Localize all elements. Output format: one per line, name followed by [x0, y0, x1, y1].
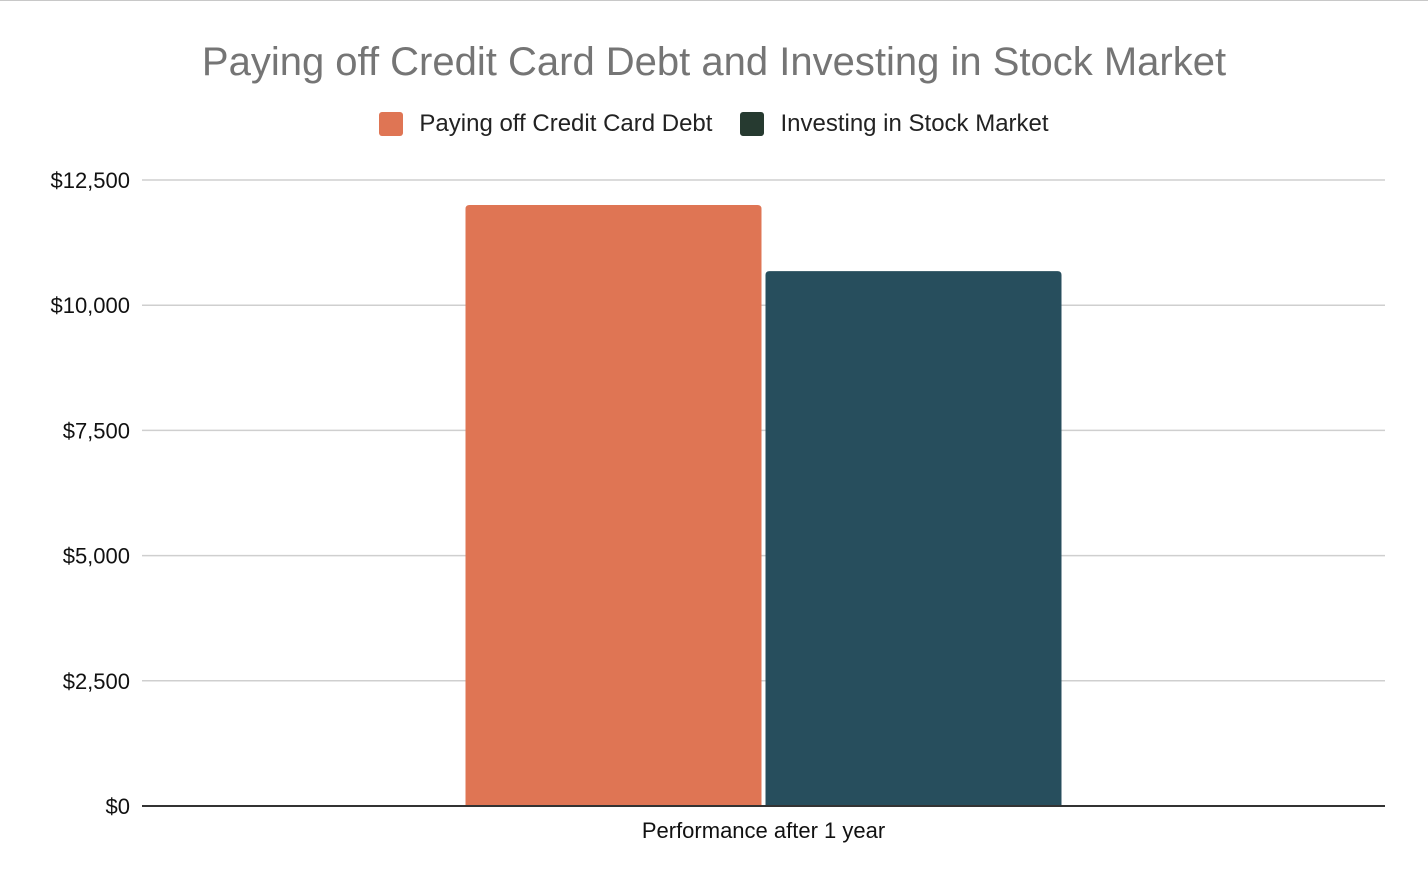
- y-tick-label: $5,000: [63, 544, 130, 569]
- top-border: [0, 0, 1428, 1]
- y-tick-label: $7,500: [63, 418, 130, 443]
- chart-title: Paying off Credit Card Debt and Investin…: [201, 40, 1227, 84]
- legend-label-stock-market: Investing in Stock Market: [780, 110, 1049, 137]
- legend-swatch-credit-card: [379, 112, 404, 136]
- y-tick-labels: $0 $2,500 $5,000 $7,500 $10,000 $12,500: [50, 168, 130, 819]
- x-category-label: Performance after 1 year: [642, 818, 885, 843]
- legend: Paying off Credit Card Debt Investing in…: [0, 110, 1428, 138]
- legend-label-credit-card: Paying off Credit Card Debt: [419, 110, 713, 137]
- grid-layer: [142, 179, 1385, 682]
- bar-0[interactable]: [465, 205, 762, 807]
- y-tick-label: $2,500: [63, 669, 130, 694]
- bars: [465, 205, 1062, 807]
- legend-item-credit-card[interactable]: Paying off Credit Card Debt: [379, 110, 712, 138]
- y-tick-label: $0: [106, 794, 130, 819]
- y-tick-label: $10,000: [50, 293, 130, 318]
- bar-1[interactable]: [765, 271, 1062, 806]
- category-labels: Performance after 1 year: [642, 818, 885, 843]
- legend-item-stock-market[interactable]: Investing in Stock Market: [740, 110, 1049, 138]
- y-tick-label: $12,500: [50, 168, 130, 193]
- legend-swatch-stock-market: [740, 112, 765, 136]
